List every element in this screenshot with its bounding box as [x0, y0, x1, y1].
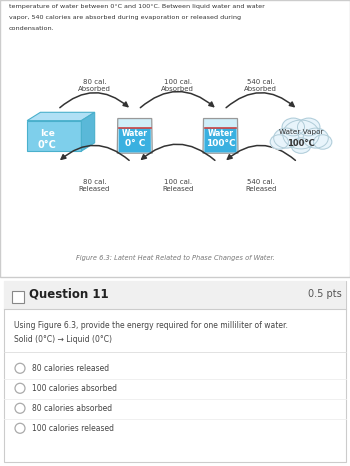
Text: 80 cal.
Released: 80 cal. Released — [79, 179, 110, 192]
Text: 540 cal.
Released: 540 cal. Released — [245, 179, 276, 192]
Text: Question 11: Question 11 — [29, 288, 108, 301]
Text: 100 cal.
Absorbed: 100 cal. Absorbed — [161, 79, 194, 92]
Polygon shape — [27, 121, 81, 151]
Text: 100 cal.
Released: 100 cal. Released — [162, 179, 193, 192]
FancyBboxPatch shape — [12, 291, 23, 303]
Circle shape — [314, 135, 332, 149]
Circle shape — [291, 138, 311, 153]
Polygon shape — [117, 118, 152, 153]
Circle shape — [15, 423, 25, 433]
Circle shape — [303, 128, 328, 148]
Circle shape — [15, 403, 25, 413]
Text: condensation.: condensation. — [9, 27, 54, 31]
Text: Water: Water — [122, 129, 148, 137]
Circle shape — [282, 118, 304, 136]
Text: 540 cal.
Absorbed: 540 cal. Absorbed — [244, 79, 277, 92]
Polygon shape — [204, 128, 237, 152]
Text: Solid (0°C) → Liquid (0°C): Solid (0°C) → Liquid (0°C) — [14, 335, 112, 344]
Text: 0.5 pts: 0.5 pts — [308, 289, 342, 299]
Circle shape — [15, 383, 25, 393]
Text: Figure 6.3: Latent Heat Related to Phase Changes of Water.: Figure 6.3: Latent Heat Related to Phase… — [76, 255, 274, 261]
Circle shape — [274, 128, 299, 148]
Polygon shape — [81, 112, 94, 151]
Text: 80 calories absorbed: 80 calories absorbed — [32, 404, 112, 413]
Text: 100°C: 100°C — [206, 139, 235, 148]
Text: Using Figure 6.3, provide the energy required for one milliliter of water.: Using Figure 6.3, provide the energy req… — [14, 321, 288, 330]
Circle shape — [15, 363, 25, 373]
Text: 100°C: 100°C — [287, 139, 315, 148]
Text: 100 calories released: 100 calories released — [32, 424, 114, 433]
Polygon shape — [119, 128, 151, 152]
FancyBboxPatch shape — [4, 281, 346, 462]
Text: Water Vapor: Water Vapor — [279, 129, 323, 135]
FancyBboxPatch shape — [4, 281, 346, 309]
Polygon shape — [203, 118, 238, 153]
Text: 100 calories absorbed: 100 calories absorbed — [32, 384, 117, 393]
Text: Water: Water — [208, 129, 233, 137]
Circle shape — [270, 135, 288, 149]
Circle shape — [283, 120, 319, 149]
Circle shape — [298, 118, 320, 136]
Text: 80 calories released: 80 calories released — [32, 364, 109, 373]
Text: 0° C: 0° C — [125, 139, 145, 148]
Polygon shape — [27, 112, 94, 121]
Text: 80 cal.
Absorbed: 80 cal. Absorbed — [78, 79, 111, 92]
Text: Ice: Ice — [40, 129, 55, 138]
Text: temperature of water between 0°C and 100°C. Between liquid water and water: temperature of water between 0°C and 100… — [9, 4, 265, 9]
Text: vapor, 540 calories are absorbed during evaporation or released during: vapor, 540 calories are absorbed during … — [9, 15, 241, 20]
Text: 0°C: 0°C — [38, 140, 57, 150]
